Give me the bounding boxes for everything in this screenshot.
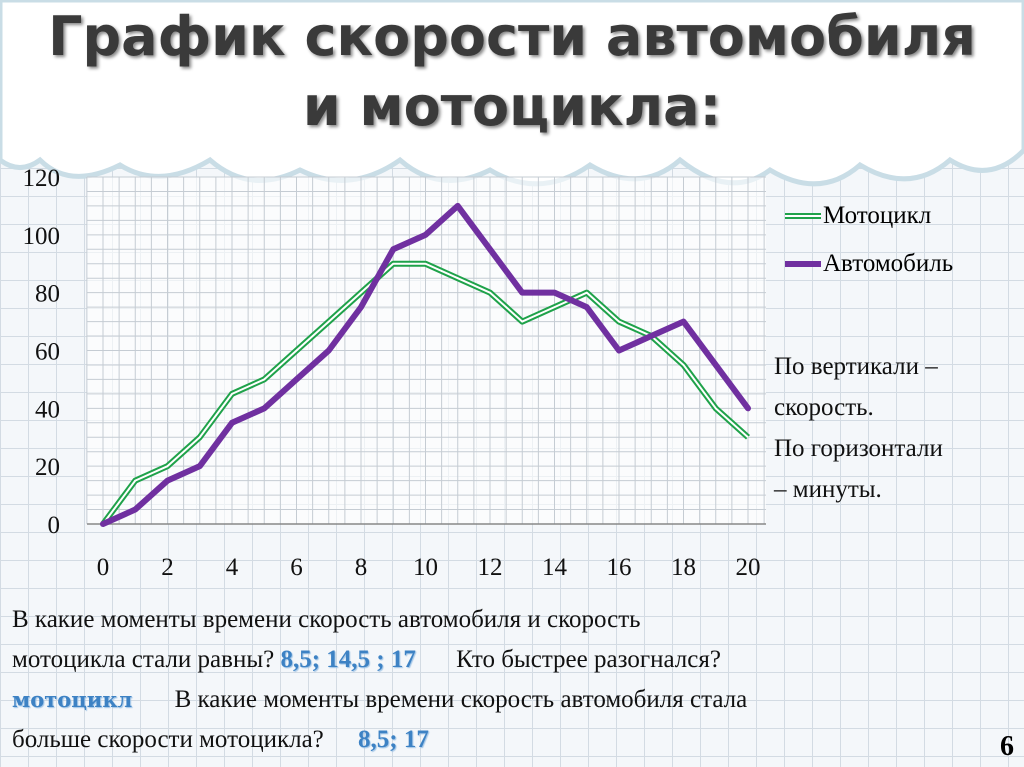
cloud-header-decoration	[0, 0, 1024, 187]
note-line: По вертикали –	[774, 353, 938, 380]
question-1a: В какие моменты времени скорость автомоб…	[12, 606, 641, 633]
y-tick-label: 0	[48, 512, 61, 539]
question-1b: мотоцикла стали равны?	[12, 646, 275, 673]
x-tick-label: 20	[736, 554, 761, 581]
page-number: 6	[1000, 731, 1014, 762]
legend-swatch-motorcycle	[785, 213, 821, 219]
axis-note: По вертикали – скорость. По горизонтали …	[774, 346, 943, 510]
x-tick-label: 14	[542, 554, 568, 581]
x-tick-label: 2	[161, 554, 174, 581]
x-tick-label: 0	[97, 554, 110, 581]
questions-block: В какие моменты времени скорость автомоб…	[12, 600, 1012, 760]
question-3a: В какие моменты времени скорость автомоб…	[174, 686, 748, 713]
x-tick-label: 6	[290, 554, 303, 581]
x-tick-label: 8	[355, 554, 368, 581]
answer-2: мотоцикл	[12, 687, 133, 712]
x-tick-label: 4	[226, 554, 239, 581]
y-tick-label: 120	[23, 165, 61, 192]
x-tick-label: 12	[478, 554, 503, 581]
legend-label-car: Автомобиль	[823, 250, 954, 277]
question-3b: больше скорости мотоцикла?	[12, 726, 324, 753]
legend-label-motorcycle: Мотоцикл	[823, 202, 932, 229]
answer-3: 8,5; 17	[358, 726, 429, 753]
legend-item-car: Автомобиль	[785, 250, 953, 278]
y-tick-label: 40	[35, 396, 60, 423]
note-line: – минуты.	[774, 476, 882, 503]
y-tick-label: 20	[35, 454, 60, 481]
x-tick-label: 18	[671, 554, 696, 581]
title-line-2: и мотоцикла:	[302, 75, 722, 138]
note-line: скорость.	[774, 394, 874, 421]
y-tick-label: 60	[35, 339, 60, 366]
y-tick-label: 80	[35, 281, 60, 308]
question-2: Кто быстрее разогнался?	[456, 646, 721, 673]
legend-item-motorcycle: Мотоцикл	[785, 202, 931, 230]
y-tick-label: 100	[23, 223, 61, 250]
x-tick-label: 10	[413, 554, 438, 581]
slide-title: График скорости автомобиля и мотоцикла:	[0, 0, 1024, 142]
x-tick-label: 16	[607, 554, 632, 581]
note-line: По горизонтали	[774, 435, 943, 462]
legend-swatch-car	[785, 261, 821, 267]
answer-1: 8,5; 14,5 ; 17	[280, 646, 416, 673]
title-line-1: График скорости автомобиля	[48, 5, 976, 68]
